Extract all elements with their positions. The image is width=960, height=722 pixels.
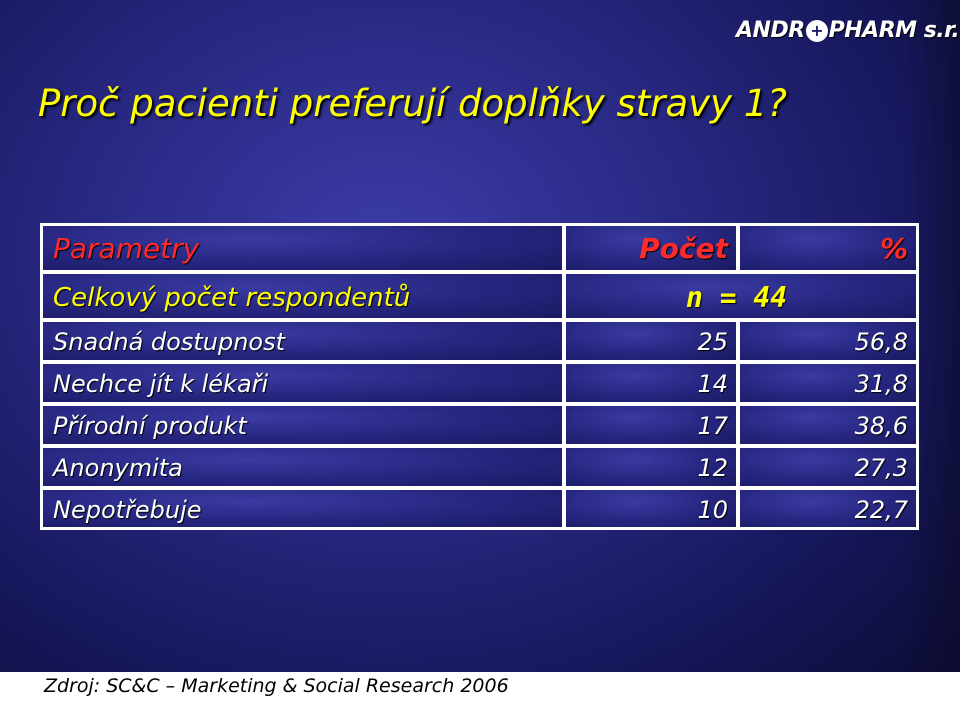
company-logo: ANDR+PHARM s.r.o. [736, 14, 960, 48]
header-count: Počet [566, 226, 736, 270]
table-row-percent: 22,7 [740, 490, 916, 527]
results-table: Parametry Počet % Celkový počet responde… [40, 223, 919, 530]
table-row-label: Nechce jít k lékaři [43, 364, 562, 402]
table-row-count: 17 [566, 406, 736, 444]
table-row-label: Přírodní produkt [43, 406, 562, 444]
table-row-percent: 38,6 [740, 406, 916, 444]
header-parameter: Parametry [43, 226, 562, 270]
footer-band [0, 672, 960, 722]
header-percent: % [740, 226, 916, 270]
table-row-count: 12 [566, 448, 736, 486]
table-row-percent: 56,8 [740, 322, 916, 360]
logo-mark-icon: + [805, 20, 828, 42]
table-row-percent: 31,8 [740, 364, 916, 402]
logo-text-right: PHARM s.r.o. [828, 18, 960, 43]
page-title: Proč pacienti preferují doplňky stravy 1… [38, 82, 787, 125]
table-row-label: Nepotřebuje [43, 490, 562, 527]
table-row-count: 14 [566, 364, 736, 402]
total-label: Celkový počet respondentů [43, 274, 562, 318]
table-row-count: 10 [566, 490, 736, 527]
table-row-label: Snadná dostupnost [43, 322, 562, 360]
total-value: n = 44 [566, 274, 916, 318]
table-row-percent: 27,3 [740, 448, 916, 486]
table-row-count: 25 [566, 322, 736, 360]
table-row-label: Anonymita [43, 448, 562, 486]
logo-text-left: ANDR [736, 18, 805, 43]
source-note: Zdroj: SC&C – Marketing & Social Researc… [44, 675, 509, 697]
